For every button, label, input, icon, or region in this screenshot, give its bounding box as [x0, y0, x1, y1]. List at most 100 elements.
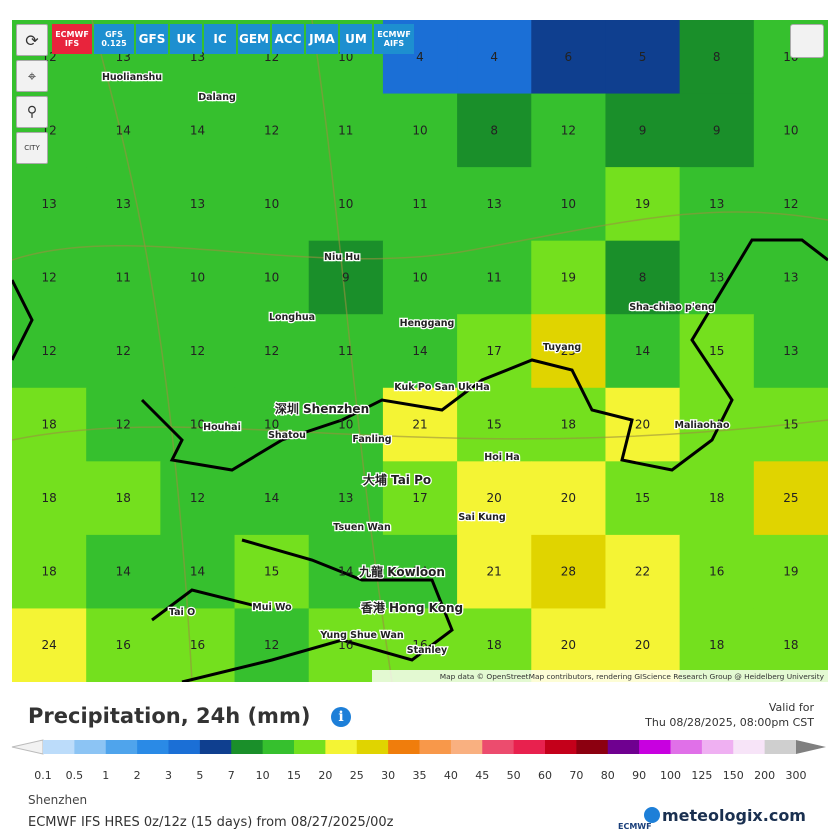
precip-cell: [753, 534, 828, 609]
precip-cell: [12, 608, 87, 682]
precip-cell: [160, 93, 236, 168]
legend-label: 35: [413, 769, 427, 782]
precip-value: 14: [190, 565, 205, 579]
legend-swatch: [294, 740, 326, 754]
location: Shenzhen: [28, 793, 88, 807]
refresh-button[interactable]: ⟳: [16, 24, 48, 56]
precip-value: 14: [635, 344, 650, 358]
precip-value: 13: [709, 270, 724, 284]
precip-cell: [308, 167, 384, 242]
legend-label: 20: [318, 769, 332, 782]
legend-swatch: [607, 740, 640, 754]
model-button[interactable]: IC: [204, 24, 236, 54]
place-label: Dalang: [198, 92, 236, 103]
precip-value: 13: [338, 491, 353, 505]
precip-cell: [86, 314, 161, 389]
precip-value: 13: [783, 344, 798, 358]
precip-cell: [753, 314, 828, 389]
precip-value: 13: [190, 197, 205, 211]
model-toolbar: ECMWF IFS GFS 0.125 GFS UK IC GEM ACC JMA UM ECMW…: [52, 24, 414, 54]
model-button[interactable]: ECMWF IFS: [52, 24, 92, 54]
legend-label: 300: [786, 769, 807, 782]
place-label: Longhua: [269, 312, 315, 323]
legend-label: 30: [381, 769, 395, 782]
precip-cell: [12, 387, 87, 462]
precip-cell: [605, 534, 681, 609]
precip-value: 8: [490, 123, 498, 137]
model-button[interactable]: JMA: [306, 24, 338, 54]
precip-cell: [382, 314, 458, 389]
precip-value: 15: [709, 418, 724, 432]
precip-value: 14: [338, 565, 353, 579]
legend-label: 80: [601, 769, 615, 782]
city-button[interactable]: CITY: [16, 132, 48, 164]
place-label: Tai O: [169, 607, 195, 618]
ecmwf-logo: ECMWF: [618, 822, 652, 831]
precip-value: 11: [338, 344, 353, 358]
legend-label: 15: [287, 769, 301, 782]
legend-swatch: [576, 740, 609, 754]
legend-swatch: [482, 740, 515, 754]
place-label: 大埔 Tai Po: [363, 472, 431, 487]
info-icon[interactable]: i: [331, 707, 351, 727]
place-label: Hoi Ha: [484, 452, 519, 463]
precip-value: 12: [561, 123, 576, 137]
model-button[interactable]: UM: [340, 24, 372, 54]
precip-cell: [457, 608, 532, 682]
precipitation-map: 12 13 13 12 10 4 4 6 5 8 10 12 14 14 12 11 10 8 12 9 9 10 13 13…: [12, 20, 828, 682]
precip-value: 8: [713, 50, 721, 64]
precip-cell: [531, 93, 606, 168]
precip-cell: [160, 387, 236, 462]
precip-value: 12: [264, 123, 279, 137]
coastline: [12, 238, 828, 682]
precip-cell: [86, 167, 161, 242]
precip-cell: [531, 608, 606, 682]
precip-value: 17: [412, 491, 427, 505]
share-button[interactable]: [790, 24, 824, 58]
precip-value: 12: [190, 344, 205, 358]
attribution: Map data © OpenStreetMap contributors, r…: [440, 672, 825, 681]
road: [12, 211, 828, 261]
precip-value: 16: [412, 638, 427, 652]
precip-value: 18: [709, 491, 724, 505]
legend-swatch: [137, 740, 169, 754]
precip-cell: [160, 461, 236, 536]
precip-value: 10: [190, 270, 205, 284]
precip-value: 15: [783, 418, 798, 432]
place-label: 香港 Hong Kong: [360, 600, 463, 615]
model-button[interactable]: ECMWF AIFS: [374, 24, 414, 54]
model-button[interactable]: GFS: [136, 24, 168, 54]
legend-label: 150: [723, 769, 744, 782]
precip-value: 11: [338, 123, 353, 137]
precip-value: 10: [338, 418, 353, 432]
precip-value: 14: [116, 565, 131, 579]
precip-value: 12: [116, 418, 131, 432]
model-button[interactable]: GFS 0.125: [94, 24, 134, 54]
place-label: Sha-chiao p'eng: [629, 302, 715, 313]
legend-swatch: [513, 740, 546, 754]
precip-cell: [753, 93, 828, 168]
precip-value: 13: [116, 197, 131, 211]
precip-value: 10: [783, 123, 798, 137]
legend-label: 100: [660, 769, 681, 782]
precip-value: 11: [487, 270, 502, 284]
place-label: Stanley: [407, 645, 448, 656]
locate-button[interactable]: ⌖: [16, 60, 48, 92]
precip-cell: [605, 608, 681, 682]
zoom-button[interactable]: ⚲: [16, 96, 48, 128]
precip-cell: [86, 240, 161, 315]
model-button[interactable]: GEM: [238, 24, 270, 54]
precip-value: 19: [561, 270, 576, 284]
precip-cell: [679, 167, 755, 242]
precip-cell: [679, 93, 755, 168]
legend-swatch: [262, 740, 295, 754]
model-button[interactable]: UK: [170, 24, 202, 54]
precip-value: 14: [264, 491, 279, 505]
precip-cell: [679, 240, 755, 315]
precip-value: 10: [190, 418, 205, 432]
precip-cell: [234, 314, 310, 389]
precip-cell: [457, 93, 532, 168]
legend-label: 5: [196, 769, 203, 782]
model-button[interactable]: ACC: [272, 24, 304, 54]
legend-swatch: [231, 740, 264, 754]
